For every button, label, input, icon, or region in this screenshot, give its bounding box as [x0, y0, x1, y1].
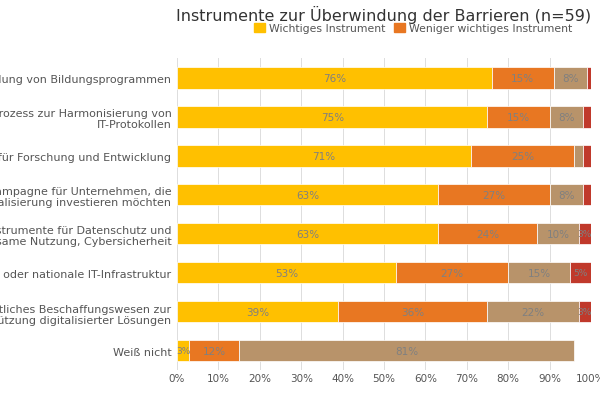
Bar [570, 262, 591, 284]
Bar [177, 301, 338, 323]
Text: 81%: 81% [395, 346, 418, 356]
Text: 3%: 3% [176, 346, 190, 355]
Text: 15%: 15% [527, 268, 551, 278]
Text: 15%: 15% [511, 74, 534, 84]
Text: 3%: 3% [578, 230, 592, 238]
Text: 53%: 53% [275, 268, 298, 278]
Bar [177, 262, 397, 284]
Text: 8%: 8% [558, 112, 574, 123]
Text: 12%: 12% [203, 346, 226, 356]
Bar [471, 146, 574, 167]
Text: 27%: 27% [482, 190, 505, 200]
Bar [397, 262, 508, 284]
Text: 36%: 36% [401, 307, 425, 317]
Text: 25%: 25% [511, 151, 534, 162]
Bar [338, 301, 487, 323]
Text: 24%: 24% [476, 229, 499, 239]
Text: 3%: 3% [578, 308, 592, 316]
Text: 15%: 15% [507, 112, 530, 123]
Bar [177, 146, 471, 167]
Bar [177, 223, 438, 245]
Text: 22%: 22% [521, 307, 545, 317]
Text: 5%: 5% [574, 269, 588, 277]
Bar [578, 223, 591, 245]
Bar [583, 146, 591, 167]
Bar [508, 262, 570, 284]
Text: 63%: 63% [296, 190, 319, 200]
Text: 39%: 39% [246, 307, 269, 317]
Bar [578, 301, 591, 323]
Bar [487, 301, 578, 323]
Bar [554, 68, 587, 90]
Bar [491, 68, 554, 90]
Bar [239, 340, 574, 362]
Text: 8%: 8% [562, 74, 578, 84]
Bar [537, 223, 578, 245]
Bar [438, 184, 550, 206]
Bar [550, 184, 583, 206]
Bar [177, 340, 190, 362]
Legend: Wichtiges Instrument, Weniger wichtiges Instrument: Wichtiges Instrument, Weniger wichtiges … [254, 24, 572, 34]
Bar [583, 107, 591, 128]
Text: 27%: 27% [441, 268, 464, 278]
Text: 71%: 71% [313, 151, 335, 162]
Bar [438, 223, 537, 245]
Bar [487, 107, 550, 128]
Bar [190, 340, 239, 362]
Bar [550, 107, 583, 128]
Text: 10%: 10% [547, 229, 569, 239]
Bar [583, 184, 591, 206]
Text: 63%: 63% [296, 229, 319, 239]
Bar [177, 107, 487, 128]
Text: 75%: 75% [320, 112, 344, 123]
Text: 76%: 76% [323, 74, 346, 84]
Bar [177, 68, 491, 90]
Bar [177, 184, 438, 206]
Title: Instrumente zur Überwindung der Barrieren (n=59): Instrumente zur Überwindung der Barriere… [176, 6, 592, 23]
Text: 8%: 8% [558, 190, 574, 200]
Bar [574, 146, 583, 167]
Bar [587, 68, 591, 90]
